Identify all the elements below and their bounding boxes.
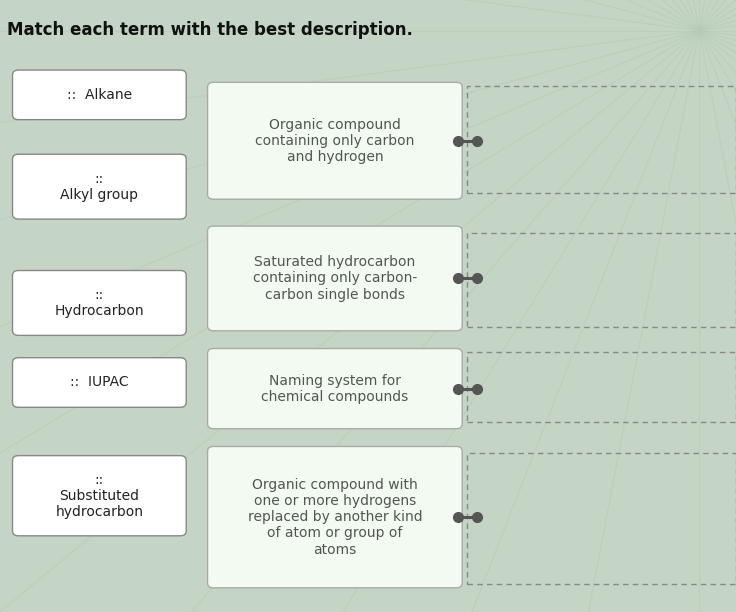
FancyBboxPatch shape <box>13 70 186 120</box>
Bar <box>467 86 736 193</box>
FancyBboxPatch shape <box>13 455 186 536</box>
Bar <box>467 352 736 422</box>
Text: ::  IUPAC: :: IUPAC <box>70 376 129 389</box>
Text: ::
Alkyl group: :: Alkyl group <box>60 171 138 202</box>
Text: Saturated hydrocarbon
containing only carbon-
carbon single bonds: Saturated hydrocarbon containing only ca… <box>252 255 417 302</box>
FancyBboxPatch shape <box>208 447 462 588</box>
Text: Organic compound with
one or more hydrogens
replaced by another kind
of atom or : Organic compound with one or more hydrog… <box>247 478 422 556</box>
FancyBboxPatch shape <box>208 226 462 330</box>
FancyBboxPatch shape <box>208 83 462 200</box>
Text: ::  Alkane: :: Alkane <box>67 88 132 102</box>
FancyBboxPatch shape <box>13 357 186 408</box>
Text: ::
Substituted
hydrocarbon: :: Substituted hydrocarbon <box>55 472 144 519</box>
FancyBboxPatch shape <box>13 154 186 219</box>
Text: Naming system for
chemical compounds: Naming system for chemical compounds <box>261 373 408 404</box>
Bar <box>467 453 736 584</box>
Text: ::
Hydrocarbon: :: Hydrocarbon <box>54 288 144 318</box>
Text: Match each term with the best description.: Match each term with the best descriptio… <box>7 21 413 39</box>
FancyBboxPatch shape <box>13 271 186 335</box>
Text: Organic compound
containing only carbon
and hydrogen: Organic compound containing only carbon … <box>255 118 414 164</box>
FancyBboxPatch shape <box>208 348 462 428</box>
Bar <box>467 233 736 327</box>
